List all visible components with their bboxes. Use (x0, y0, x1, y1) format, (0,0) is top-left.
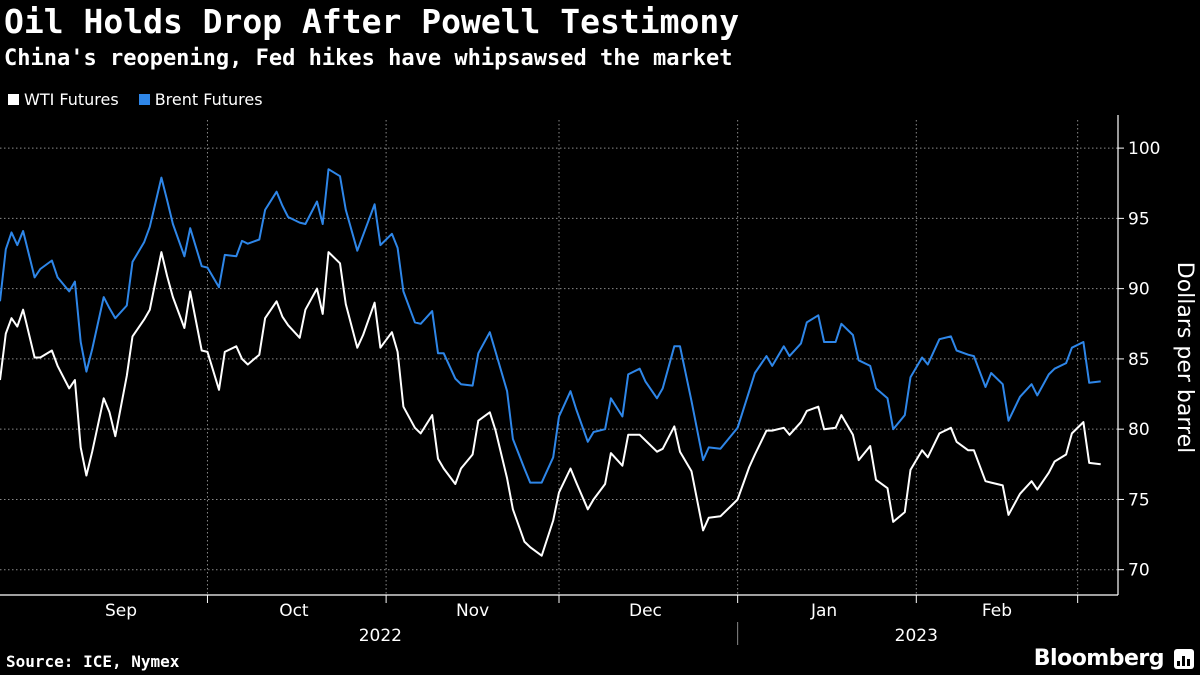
axes (0, 115, 1124, 645)
y-tick-label: 95 (1128, 209, 1150, 229)
series-line-brent (0, 168, 1101, 484)
legend-swatch-wti (8, 94, 19, 105)
x-tick-label: Jan (810, 601, 837, 621)
x-tick-label: Sep (105, 601, 137, 621)
y-tick-label: 90 (1128, 280, 1150, 300)
bloomberg-bar-chart-icon (1174, 649, 1194, 669)
x-tick-label: Dec (629, 601, 662, 621)
y-tick-label: 100 (1128, 139, 1160, 159)
y-tick-label: 85 (1128, 350, 1150, 370)
year-label: 2023 (895, 626, 938, 646)
y-tick-label: 80 (1128, 420, 1150, 440)
source-note: Source: ICE, Nymex (6, 652, 180, 671)
x-tick-label: Nov (456, 601, 489, 621)
legend-item-wti: WTI Futures (8, 90, 119, 109)
y-axis-title: Dollars per barrel (1172, 262, 1197, 453)
legend-label-wti: WTI Futures (24, 90, 119, 109)
chart-subtitle: China's reopening, Fed hikes have whipsa… (4, 46, 733, 71)
year-label: 2022 (359, 626, 402, 646)
legend-item-brent: Brent Futures (138, 90, 263, 109)
bloomberg-logo: Bloomberg (1033, 646, 1165, 671)
series-lines (0, 168, 1101, 557)
legend: WTI Futures Brent Futures (8, 90, 263, 109)
y-tick-label: 70 (1128, 561, 1150, 581)
series-line-wti (0, 251, 1101, 557)
x-tick-label: Feb (982, 601, 1012, 621)
legend-label-brent: Brent Futures (154, 90, 263, 109)
tick-labels: 70 75 80 85 90 95 100 Sep Oct Nov Dec Jan Feb 2022 202… (105, 139, 1197, 646)
legend-swatch-brent (138, 94, 150, 105)
chart-title: Oil Holds Drop After Powell Testimony (4, 2, 740, 41)
x-tick-label: Oct (279, 601, 309, 621)
gridlines (0, 120, 1118, 595)
y-tick-label: 75 (1128, 490, 1150, 510)
